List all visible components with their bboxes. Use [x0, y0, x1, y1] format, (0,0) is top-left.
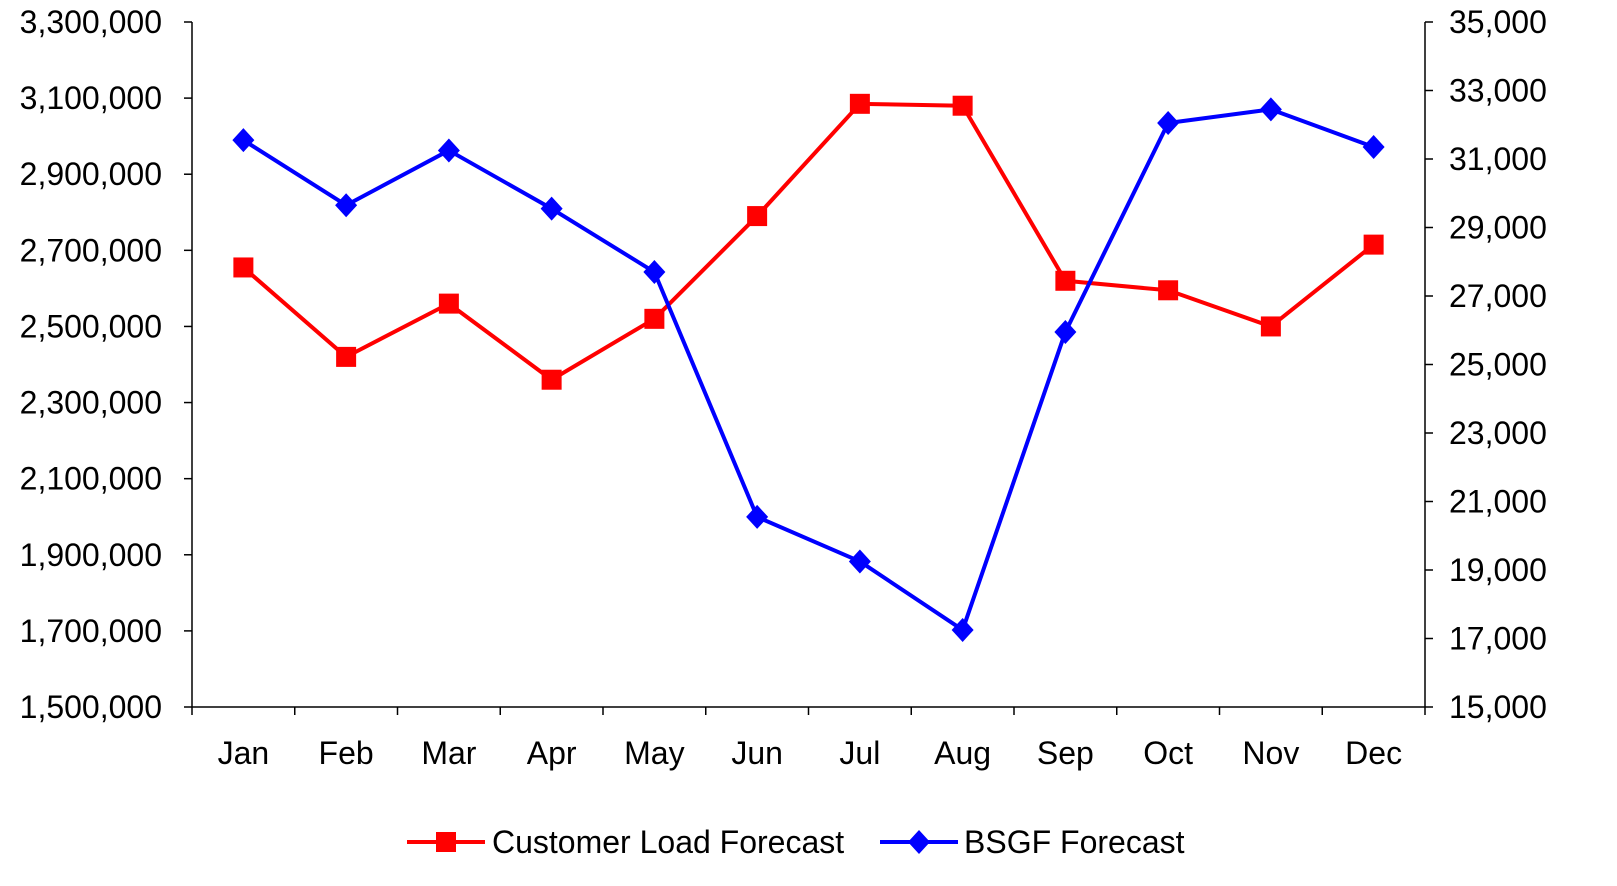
x-tick-label: Sep	[1037, 735, 1094, 771]
data-point-marker	[951, 617, 974, 642]
plot-area	[232, 93, 1385, 642]
x-tick-label: Feb	[319, 735, 374, 771]
left-tick-label: 2,300,000	[20, 385, 162, 421]
right-tick-label: 35,000	[1449, 4, 1547, 40]
legend-marker	[908, 830, 930, 854]
left-tick-label: 3,300,000	[20, 4, 162, 40]
data-point-marker	[1363, 234, 1384, 255]
x-axis: Jan Feb Mar Apr May Jun Jul Aug Sep Oct Nov Dec	[191, 706, 1426, 771]
right-tick-label: 19,000	[1449, 552, 1547, 588]
left-tick-label: 2,900,000	[20, 156, 162, 192]
series-customer-load-forecast	[233, 93, 1384, 390]
data-point-marker	[1362, 135, 1385, 160]
data-point-marker	[438, 293, 459, 314]
x-tick-label: Nov	[1242, 735, 1299, 771]
left-tick-label: 2,500,000	[20, 308, 162, 344]
left-tick-label: 2,700,000	[20, 232, 162, 268]
data-point-marker	[746, 504, 769, 529]
left-tick-label: 1,500,000	[20, 689, 162, 725]
right-tick-label: 25,000	[1449, 347, 1547, 383]
legend-label: Customer Load Forecast	[492, 824, 844, 860]
right-tick-label: 23,000	[1449, 415, 1547, 451]
data-point-marker	[541, 369, 562, 390]
data-point-marker	[644, 308, 665, 329]
legend-item: Customer Load Forecast	[407, 824, 844, 860]
left-tick-label: 2,100,000	[20, 461, 162, 497]
data-point-marker	[1259, 97, 1282, 122]
series-line	[242, 107, 1375, 632]
data-point-marker	[540, 196, 563, 221]
right-tick-label: 17,000	[1449, 621, 1547, 657]
data-point-marker	[1055, 270, 1076, 291]
data-point-marker	[848, 549, 871, 574]
x-tick-label: Apr	[527, 735, 577, 771]
left-y-axis: 1,500,000 1,700,000 1,900,000 2,100,000 2,30…	[20, 4, 193, 725]
legend-marker	[436, 832, 456, 852]
data-point-marker	[1157, 111, 1180, 136]
x-tick-label: Oct	[1143, 735, 1193, 771]
data-point-marker	[849, 93, 870, 114]
legend: Customer Load Forecast BSGF Forecast	[407, 824, 1185, 860]
data-point-marker	[335, 193, 358, 218]
data-point-marker	[1260, 316, 1281, 337]
right-tick-label: 27,000	[1449, 278, 1547, 314]
legend-label: BSGF Forecast	[964, 824, 1185, 860]
data-point-marker	[1054, 319, 1077, 344]
data-point-marker	[747, 206, 768, 227]
data-point-marker	[437, 138, 460, 163]
left-tick-label: 1,900,000	[20, 537, 162, 573]
x-tick-label: Mar	[421, 735, 476, 771]
legend-item: BSGF Forecast	[880, 824, 1185, 860]
data-point-marker	[233, 257, 254, 278]
left-tick-label: 3,100,000	[20, 80, 162, 116]
x-tick-label: Jul	[839, 735, 880, 771]
right-tick-label: 15,000	[1449, 689, 1547, 725]
right-y-axis: 15,000 17,000 19,000 21,000 23,000 25,000 27,0…	[1424, 4, 1547, 725]
data-point-marker	[643, 260, 666, 285]
x-tick-label: Jan	[218, 735, 270, 771]
right-tick-label: 33,000	[1449, 73, 1547, 109]
series-line	[242, 101, 1375, 382]
data-point-marker	[1158, 280, 1179, 301]
series-bsgf-forecast	[232, 97, 1385, 642]
x-tick-label: Aug	[934, 735, 991, 771]
right-tick-label: 31,000	[1449, 141, 1547, 177]
x-tick-label: Dec	[1345, 735, 1402, 771]
right-tick-label: 29,000	[1449, 210, 1547, 246]
x-tick-label: Jun	[731, 735, 783, 771]
x-tick-label: May	[624, 735, 684, 771]
data-point-marker	[952, 95, 973, 116]
left-tick-label: 1,700,000	[20, 613, 162, 649]
right-tick-label: 21,000	[1449, 484, 1547, 520]
data-point-marker	[336, 346, 357, 367]
data-point-marker	[232, 128, 255, 153]
